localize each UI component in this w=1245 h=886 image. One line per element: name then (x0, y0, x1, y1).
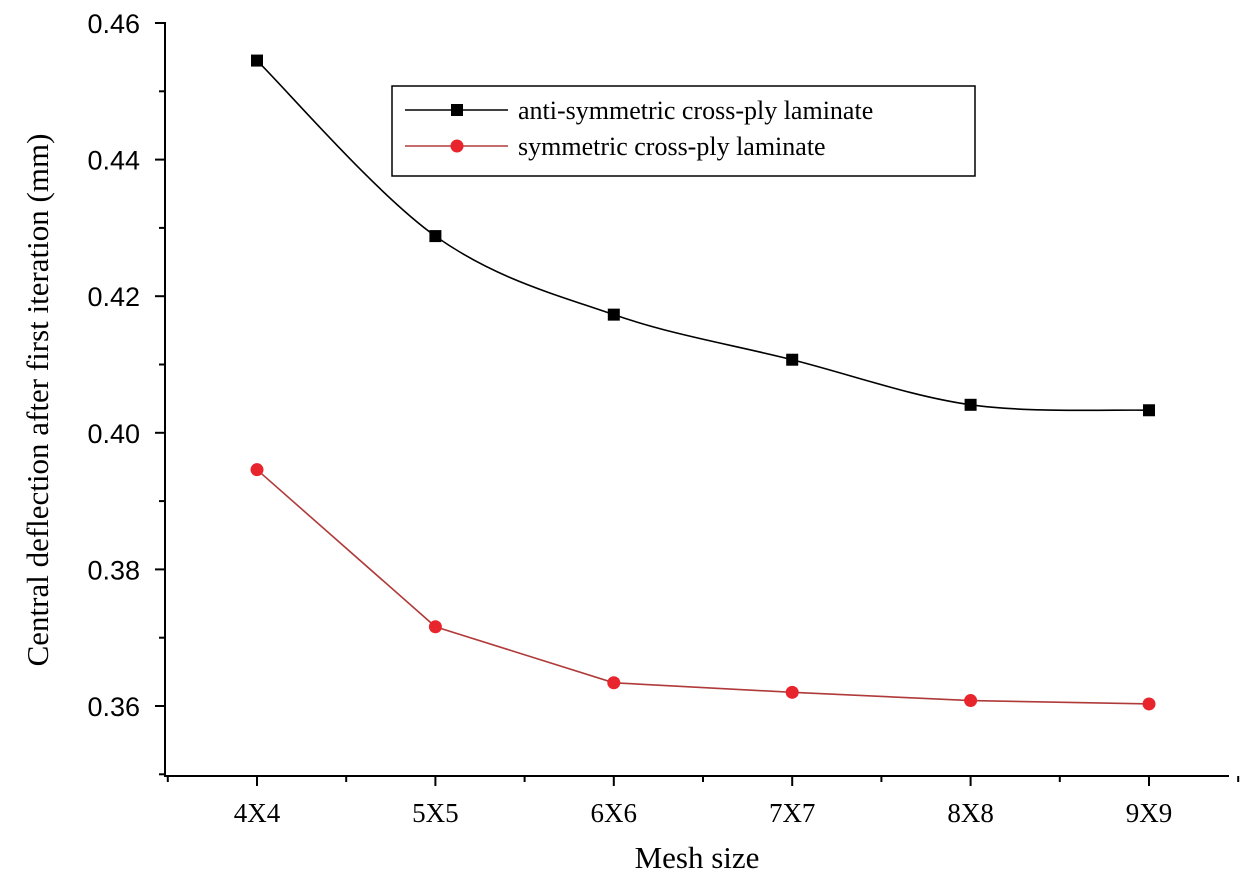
y-tick-label: 0.46 (87, 9, 140, 39)
series-line-0 (256, 59, 1150, 412)
data-point-circle (1142, 697, 1156, 711)
y-tick-label: 0.42 (87, 282, 140, 312)
data-point-square (1143, 404, 1155, 417)
data-point-circle (607, 676, 621, 690)
data-point-circle (785, 685, 799, 699)
plot-lines (256, 59, 1150, 705)
legend-item-anti-symmetric: anti-symmetric cross-ply laminate (405, 96, 873, 125)
legend-item-symmetric: symmetric cross-ply laminate (405, 132, 826, 161)
legend-marker-symmetric (450, 139, 464, 153)
x-ticks: 4X4 5X5 6X6 7X7 8X8 9X9 (166, 776, 1240, 828)
x-axis-title: Mesh size (635, 840, 760, 875)
x-tick-label: 6X6 (591, 798, 638, 828)
y-tick-label: 0.36 (87, 692, 140, 722)
data-point-square (964, 398, 977, 411)
y-tick-label: 0.40 (87, 419, 140, 449)
legend-label-anti-symmetric: anti-symmetric cross-ply laminate (518, 96, 873, 125)
data-point-square (607, 308, 620, 321)
data-point-circle (964, 694, 978, 708)
y-tick-label: 0.44 (87, 146, 140, 176)
plot-markers (250, 54, 1156, 711)
x-tick-label: 8X8 (947, 798, 994, 828)
data-point-square (429, 230, 442, 243)
y-ticks: 0.36 0.38 0.40 0.42 0.44 0.46 (87, 9, 165, 776)
legend: anti-symmetric cross-ply laminate symmet… (391, 85, 976, 177)
x-tick-label: 4X4 (234, 798, 281, 828)
legend-label-symmetric: symmetric cross-ply laminate (518, 132, 826, 161)
x-tick-label: 5X5 (412, 798, 459, 828)
data-point-square (251, 54, 263, 67)
x-tick-label: 9X9 (1126, 798, 1173, 828)
data-point-square (786, 353, 799, 366)
y-axis-title: Central deflection after first iteration… (20, 134, 55, 667)
data-point-circle (428, 620, 442, 634)
axes (164, 22, 1229, 777)
x-tick-label: 7X7 (769, 798, 816, 828)
series-line-1 (256, 469, 1150, 705)
legend-marker-anti-symmetric (451, 104, 463, 116)
legend-box (391, 85, 976, 177)
data-point-circle (250, 463, 264, 477)
y-tick-label: 0.38 (87, 555, 140, 585)
